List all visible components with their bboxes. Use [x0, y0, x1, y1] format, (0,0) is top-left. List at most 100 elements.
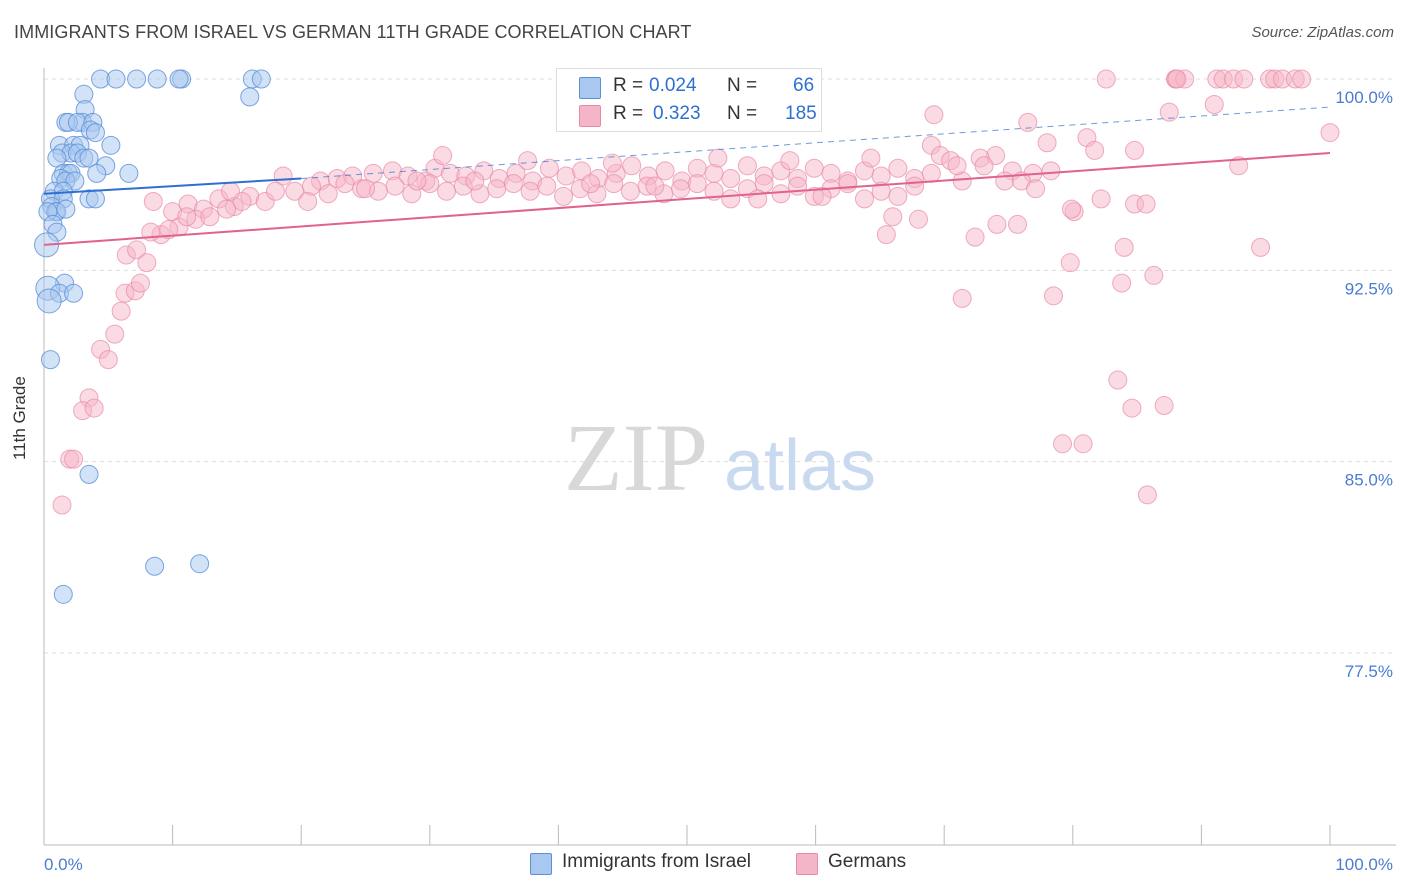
y-tick-label: 92.5% — [1345, 279, 1393, 298]
germans-point — [220, 181, 240, 201]
germans-point — [888, 158, 908, 178]
legend-r-label: R = — [613, 103, 644, 124]
germans-point — [1018, 112, 1038, 132]
israel-point — [64, 283, 84, 303]
germans-point — [1062, 199, 1082, 219]
germans-point — [883, 207, 903, 227]
germans-point — [671, 179, 691, 199]
germans-point — [581, 174, 601, 194]
israel-point — [251, 69, 271, 89]
germans-point — [503, 174, 523, 194]
tick-labels: 100.0% 92.5% 85.0% 77.5% 0.0% 100.0% — [44, 88, 1393, 874]
germans-point — [1292, 69, 1312, 89]
legend-n-label: N = — [727, 75, 758, 96]
germans-point — [905, 176, 925, 196]
germans-point — [771, 184, 791, 204]
germans-point — [1053, 434, 1073, 454]
germans-point — [1159, 102, 1179, 122]
germans-trend-line — [43, 151, 1331, 246]
source-label: Source: ZipAtlas.com — [1251, 24, 1394, 41]
germans-point — [407, 171, 427, 191]
germans-point — [433, 146, 453, 166]
germans-point — [947, 156, 967, 176]
germans-point — [995, 171, 1015, 191]
israel-point — [145, 556, 165, 576]
israel-trend-extension — [301, 106, 1331, 179]
bottom-legend-swatch-israel — [530, 853, 552, 875]
y-tick-label: 85.0% — [1345, 471, 1393, 490]
germans-point — [861, 148, 881, 168]
germans-point — [200, 207, 220, 227]
germans-point — [1144, 265, 1164, 285]
germans-point — [554, 186, 574, 206]
bottom-legend-label-germans: Germans — [828, 851, 907, 872]
germans-point — [602, 153, 622, 173]
legend-r-value: 0.024 — [649, 75, 697, 96]
germans-point — [838, 174, 858, 194]
germans-point — [52, 495, 72, 515]
germans-point — [737, 156, 757, 176]
israel-point — [79, 464, 99, 484]
germans-point — [952, 288, 972, 308]
germans-point — [1114, 237, 1134, 257]
israel-point — [56, 199, 76, 219]
germans-point — [1251, 237, 1271, 257]
germans-point — [708, 148, 728, 168]
israel-point — [240, 87, 260, 107]
germans-point — [356, 179, 375, 199]
germans-point — [965, 227, 985, 247]
germans-point — [1234, 69, 1254, 89]
germans-point — [130, 273, 150, 293]
bottom-legend-label-israel: Immigrants from Israel — [562, 851, 751, 872]
germans-point — [987, 214, 1007, 234]
israel-trend-line — [43, 177, 302, 195]
germans-point — [924, 105, 944, 125]
germans-point — [298, 191, 318, 211]
germans-point — [604, 174, 624, 194]
israel-point — [147, 69, 167, 89]
germans-point — [1154, 396, 1174, 416]
germans-point — [804, 158, 824, 178]
germans-point — [64, 449, 84, 469]
germans-point — [1037, 133, 1057, 153]
israel-point — [169, 69, 189, 89]
germans-point — [98, 350, 118, 370]
germans-point — [84, 398, 104, 418]
israel-point — [190, 554, 210, 574]
israel-point — [53, 584, 73, 604]
legend-n-value: 66 — [793, 75, 815, 96]
bottom-legend-swatch-germans — [796, 853, 818, 875]
germans-point — [1108, 370, 1128, 390]
israel-point — [106, 69, 126, 89]
israel-point — [85, 189, 105, 209]
germans-point — [721, 168, 741, 188]
israel-point — [79, 148, 99, 168]
germans-point — [487, 179, 507, 199]
israel-point — [40, 350, 60, 370]
germans-point — [537, 176, 557, 196]
watermark-atlas: atlas — [724, 426, 876, 506]
germans-point — [465, 171, 485, 191]
germans-point — [876, 225, 896, 245]
israel-point — [119, 163, 139, 183]
x-tick-label: 0.0% — [44, 855, 83, 874]
chart-title: IMMIGRANTS FROM ISRAEL VS GERMAN 11TH GR… — [14, 22, 692, 42]
germans-point — [518, 151, 538, 171]
germans-point — [1320, 123, 1340, 143]
germans-point — [265, 181, 285, 201]
germans-point — [620, 181, 640, 201]
germans-point — [520, 181, 540, 201]
germans-point — [974, 156, 994, 176]
germans-point — [1122, 398, 1142, 418]
germans-point — [888, 186, 908, 206]
germans-point — [921, 163, 941, 183]
germans-point — [217, 199, 237, 219]
germans-point — [111, 301, 131, 321]
legend-r-value: 0.323 — [653, 103, 701, 124]
germans-point — [721, 189, 741, 209]
germans-point — [318, 184, 338, 204]
germans-point — [385, 176, 405, 196]
y-tick-label: 77.5% — [1345, 662, 1393, 681]
legend-swatch-germans — [579, 105, 601, 127]
germans-point — [812, 186, 832, 206]
